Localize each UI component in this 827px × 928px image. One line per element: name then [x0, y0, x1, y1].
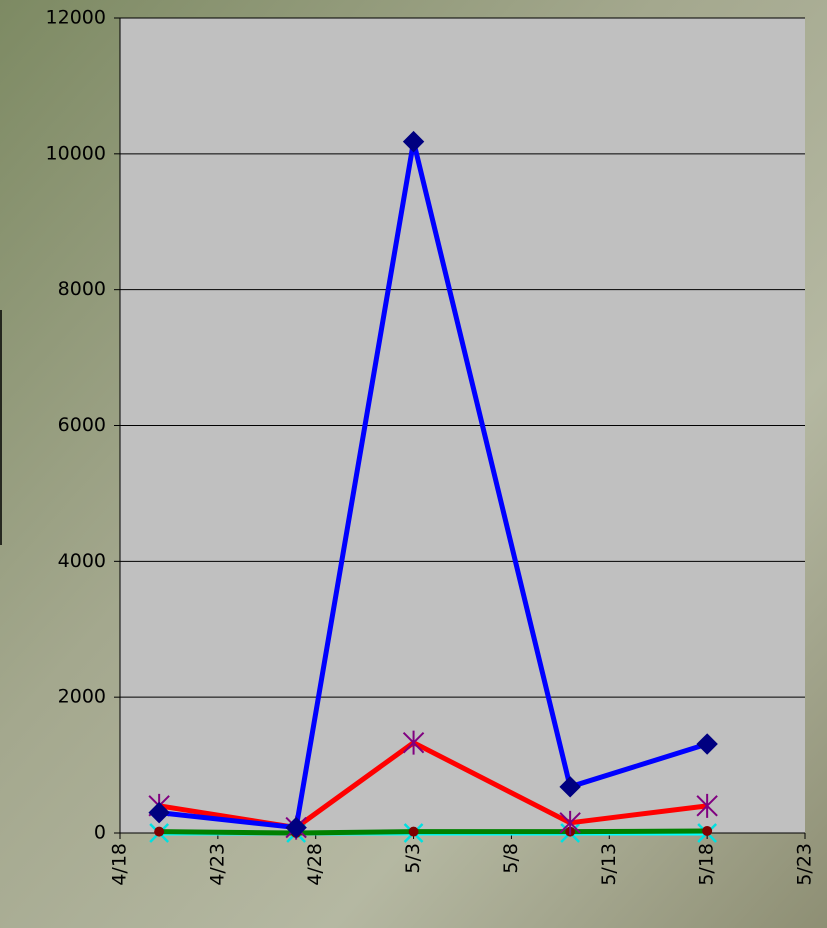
- x-tick-label: 4/23: [206, 843, 228, 886]
- marker: [559, 810, 581, 835]
- x-tick-label: 5/8: [500, 843, 522, 874]
- y-tick-label: 8000: [58, 278, 106, 300]
- y-tick-label: 10000: [46, 142, 106, 164]
- marker: [696, 793, 718, 818]
- x-tick-label: 5/23: [794, 843, 816, 886]
- marker: [696, 733, 718, 755]
- marker: [285, 816, 307, 839]
- x-tick-label: 4/18: [109, 843, 131, 886]
- marker: [702, 825, 713, 836]
- series-line: [159, 828, 708, 836]
- marker: [402, 730, 425, 755]
- y-tick-label: 6000: [58, 414, 106, 436]
- marker: [148, 801, 170, 824]
- x-tick-label: 5/18: [696, 843, 718, 886]
- x-tick-label: 4/28: [304, 843, 326, 886]
- x-tick-label: 5/3: [402, 843, 424, 874]
- marker: [154, 826, 165, 837]
- marker: [408, 826, 419, 837]
- y-tick-label: 12000: [46, 7, 106, 29]
- marker: [559, 776, 581, 798]
- x-tick-label: 5/13: [598, 843, 620, 886]
- marker: [402, 130, 425, 153]
- y-tick-label: 4000: [58, 550, 106, 572]
- y-tick-label: 2000: [58, 686, 106, 708]
- y-tick-label: 0: [94, 822, 106, 844]
